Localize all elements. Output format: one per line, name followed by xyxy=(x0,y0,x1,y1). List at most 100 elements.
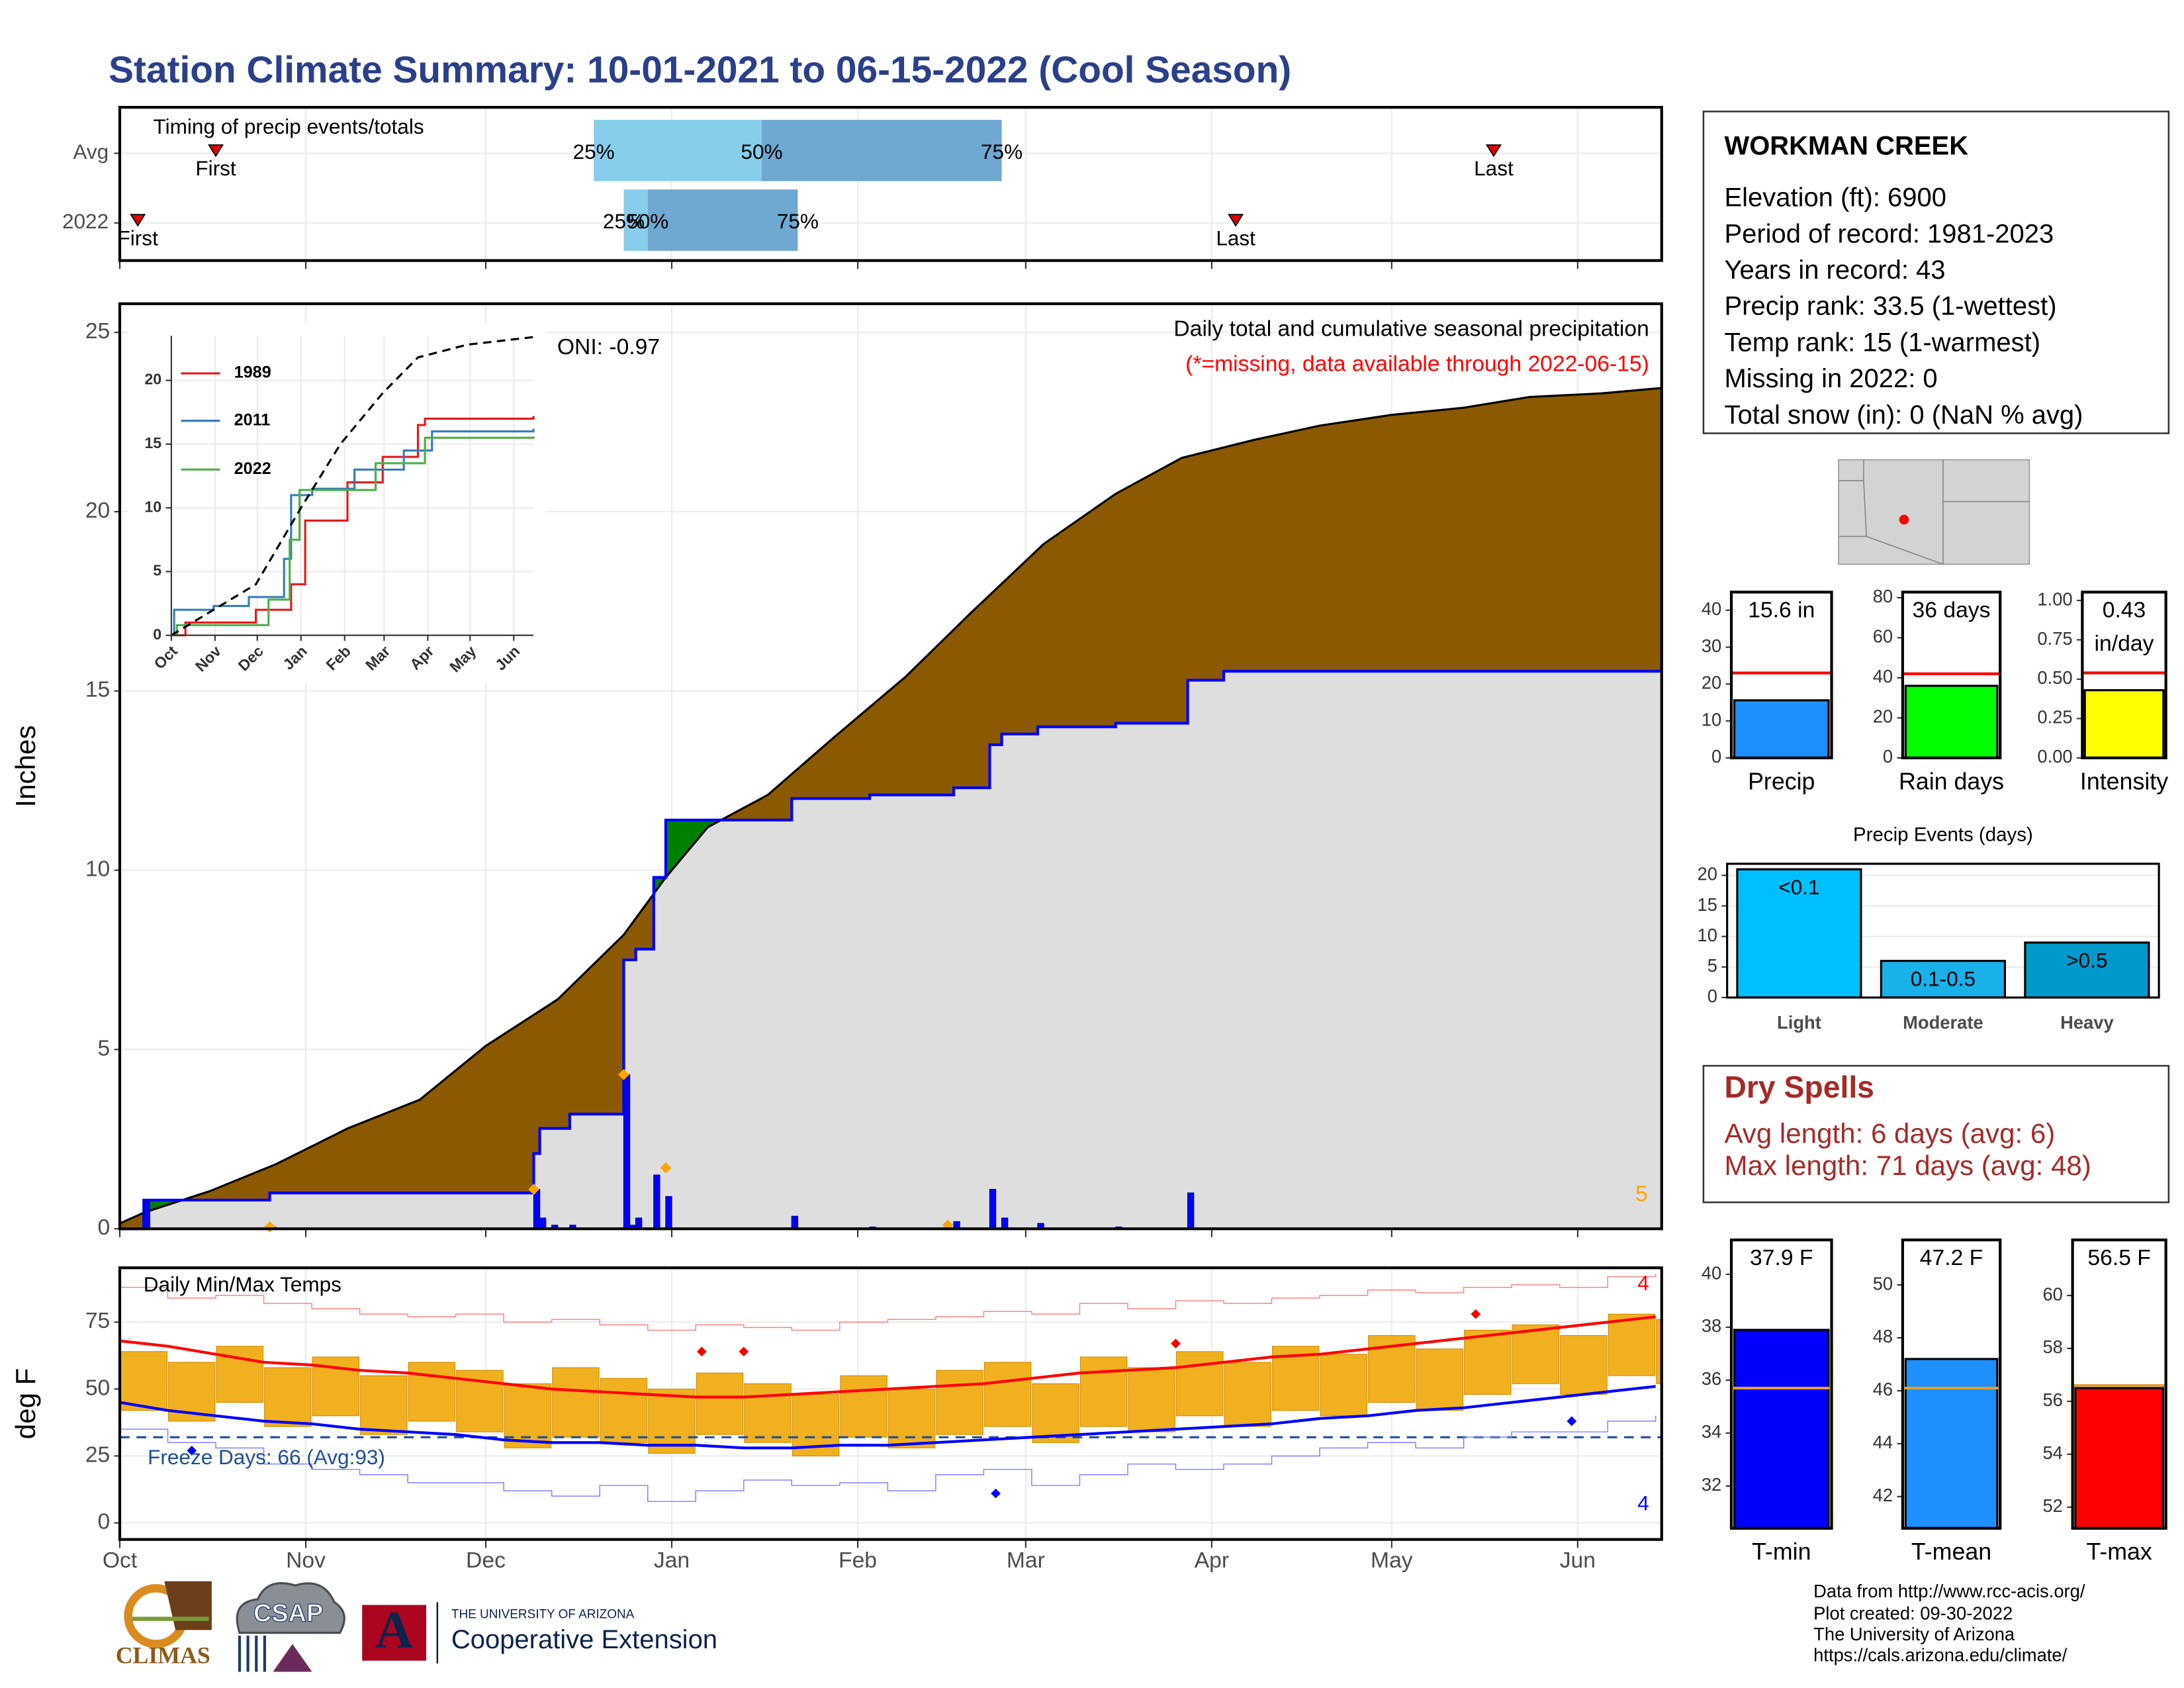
plot-frame xyxy=(2071,1239,2167,1530)
y-tick-label: 1.00 xyxy=(2037,588,2072,609)
map-borders xyxy=(1839,459,2030,565)
value-label: 15.6 in xyxy=(1748,599,1815,623)
temp-range-bar xyxy=(1320,1354,1368,1417)
locator-map xyxy=(1838,459,2030,565)
x-tick-label: Intensity xyxy=(2080,768,2168,794)
quantile-bar xyxy=(623,189,648,251)
x-tick-label: Precip xyxy=(1748,768,1815,794)
bar xyxy=(1904,684,1999,759)
y-tick-label: 38 xyxy=(1702,1315,1721,1336)
y-tick-label: 56 xyxy=(2042,1389,2062,1410)
y-tick-label: 10 xyxy=(1702,709,1721,729)
logo-mark: A xyxy=(375,1601,414,1660)
value-label-box: 56.5 F xyxy=(2087,1247,2150,1271)
quantile-label: 75% xyxy=(777,209,819,233)
plot-frame xyxy=(1901,1239,2002,1530)
y-tick-label: 20 xyxy=(1698,864,1717,884)
y-tick-label: 58 xyxy=(2042,1336,2062,1357)
logo-bars xyxy=(238,1635,266,1672)
row-label: 2022 xyxy=(62,209,109,233)
daily-bar xyxy=(653,1174,660,1229)
plot-frame xyxy=(1729,1239,1833,1530)
temp-range-bar xyxy=(1464,1329,1512,1395)
y-tick-label: 20 xyxy=(144,371,161,388)
timing-marker xyxy=(1228,214,1244,227)
panel-title: Daily Min/Max Temps xyxy=(144,1272,341,1296)
y-tick-label: 10 xyxy=(85,857,110,882)
value-label: >0.5 xyxy=(2066,949,2107,972)
y-tick-label: 40 xyxy=(1702,1262,1721,1283)
temp-line xyxy=(119,1415,1657,1502)
bar xyxy=(1733,1329,1830,1530)
value-label: 0.43 in/day xyxy=(2094,599,2154,657)
marker xyxy=(618,1068,629,1080)
temp-range-bar xyxy=(1224,1362,1272,1427)
dry-spells-title: Dry Spells xyxy=(1724,1070,1874,1104)
logo-cloud xyxy=(236,1582,345,1634)
value-label: 0.1-0.5 xyxy=(1911,966,1976,990)
series-line xyxy=(171,416,535,637)
logo-text: CSAP xyxy=(253,1599,323,1627)
temp-range-bar xyxy=(1032,1383,1079,1443)
y-tick-label: 60 xyxy=(2042,1284,2062,1304)
x-tick-label: Mar xyxy=(1007,1548,1045,1573)
value-label-box: 36 days xyxy=(1912,599,1991,623)
series-line xyxy=(171,428,535,637)
timing-marker xyxy=(1485,144,1502,158)
y-tick-label: 0.25 xyxy=(2037,707,2072,727)
map-region xyxy=(1838,459,2030,565)
temp-range-bar xyxy=(552,1367,600,1438)
station-line: Missing in 2022: 0 xyxy=(1724,364,1937,393)
annotation: Freeze Days: 66 (Avg:93) xyxy=(148,1445,385,1469)
average-line xyxy=(119,387,1662,1225)
quantile-label: 25% xyxy=(573,140,615,164)
y-tick-label: 0 xyxy=(98,1215,111,1240)
legend-label: 2022 xyxy=(234,459,271,478)
x-tick-label: Jun xyxy=(1560,1548,1596,1573)
temp-range-bar xyxy=(1079,1356,1128,1427)
y-axis-label: Inches xyxy=(10,726,41,808)
logo-text: Cooperative Extension xyxy=(451,1625,717,1654)
temp-range-bar xyxy=(887,1388,936,1448)
temp-range-bar xyxy=(600,1378,648,1443)
quantile-label: 25% xyxy=(603,209,645,233)
value-label: 36 days xyxy=(1912,599,1991,623)
x-tick-label: May xyxy=(1371,1548,1413,1573)
y-tick-label: 20 xyxy=(85,498,110,523)
marker xyxy=(739,1346,749,1357)
y-tick-label: 15 xyxy=(144,434,161,451)
marker xyxy=(187,1446,197,1456)
station-line: Elevation (ft): 6900 xyxy=(1724,183,1946,212)
y-tick-label: 46 xyxy=(1873,1379,1893,1399)
quantile-bar xyxy=(647,189,798,251)
daily-bar xyxy=(143,1199,150,1229)
footer-line: The University of Arizona xyxy=(1813,1624,2015,1644)
y-tick-label: 52 xyxy=(2042,1495,2062,1516)
value-label-box: 15.6 in xyxy=(1748,599,1815,623)
plot-frame xyxy=(118,105,1663,262)
x-tick-label: Jan xyxy=(654,1548,690,1573)
marker xyxy=(528,1184,539,1196)
row-label: Avg xyxy=(73,140,109,164)
logo-mountain xyxy=(273,1644,312,1672)
station-line: Years in record: 43 xyxy=(1724,256,1945,285)
panel-title: Timing of precip events/totals xyxy=(154,115,424,138)
y-tick-label: 44 xyxy=(1873,1432,1893,1452)
x-tick-label: Oct xyxy=(103,1548,138,1573)
bar xyxy=(1904,1358,1999,1530)
quantile-label: 75% xyxy=(981,140,1023,164)
y-tick-label: 34 xyxy=(1702,1421,1721,1442)
y-tick-label: 48 xyxy=(1873,1326,1893,1346)
legend-label: 1989 xyxy=(234,363,271,382)
temp-range-bar xyxy=(1560,1335,1608,1395)
temp-line xyxy=(119,1385,1656,1450)
y-tick-label: 75 xyxy=(85,1309,110,1333)
x-tick-label: Rain days xyxy=(1899,768,2004,794)
y-tick-label: 5 xyxy=(98,1036,111,1060)
daily-bar xyxy=(791,1215,799,1229)
temp-range-bar xyxy=(1128,1367,1175,1432)
climas-logo: CLIMAS xyxy=(116,1581,212,1669)
y-tick-label: 40 xyxy=(1873,666,1893,686)
plot-frame xyxy=(1901,590,2002,760)
